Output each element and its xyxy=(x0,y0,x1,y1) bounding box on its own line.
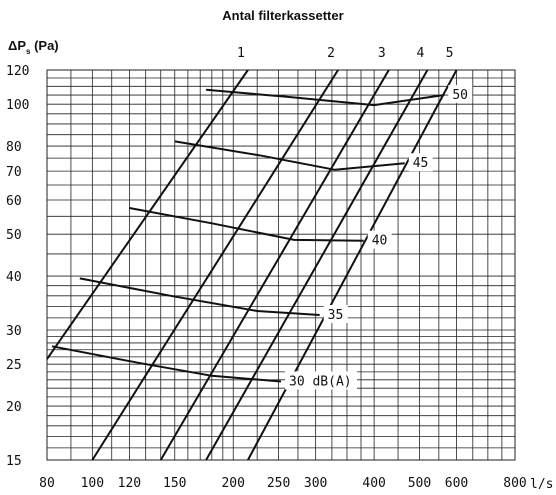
sound-curve-30 xyxy=(51,345,282,383)
y-axis-label: ΔPs (Pa) xyxy=(8,38,59,56)
y-axis-label-subscript: s xyxy=(26,47,31,56)
sound-curve-50 xyxy=(206,88,445,107)
sound-curve-label: 30 dB(A) xyxy=(289,374,352,389)
x-tick-label: 200 xyxy=(221,476,244,491)
filter-line-label-5: 5 xyxy=(446,46,454,61)
chart-title: Antal filterkassetter xyxy=(222,8,343,23)
sound-curve-label: 35 xyxy=(328,308,344,323)
filter-line-label-2: 2 xyxy=(327,46,335,61)
filter-line-5 xyxy=(247,69,458,461)
filter-line-2 xyxy=(91,69,339,461)
y-tick-label: 120 xyxy=(6,64,29,79)
x-tick-label: 250 xyxy=(267,476,290,491)
filter-line-1 xyxy=(46,69,249,360)
x-tick-label: 80 xyxy=(39,476,55,491)
tick-labels: 80 100 120 150 200 250 300 400 500 600 800 15 20 25 30… xyxy=(6,64,527,491)
x-tick-label: 120 xyxy=(118,476,141,491)
y-tick-label: 20 xyxy=(6,400,22,415)
x-tick-label: 100 xyxy=(81,476,104,491)
y-axis-label-main: ΔP xyxy=(8,38,26,53)
x-tick-label: 300 xyxy=(304,476,327,491)
x-tick-label: 400 xyxy=(362,476,385,491)
sound-curve-label-bg xyxy=(285,371,358,390)
y-tick-label: 15 xyxy=(6,454,22,469)
y-tick-label: 30 xyxy=(6,324,22,339)
filter-line-label-4: 4 xyxy=(417,46,425,61)
y-tick-label: 60 xyxy=(6,194,22,209)
x-tick-label: 500 xyxy=(408,476,431,491)
filter-line-4 xyxy=(205,69,429,461)
y-tick-label: 40 xyxy=(6,270,22,285)
sound-curves xyxy=(51,88,445,383)
sound-curve-40 xyxy=(129,207,364,242)
sound-curve-label-bg xyxy=(323,304,348,323)
filter-line-label-3: 3 xyxy=(378,46,386,61)
y-tick-label: 80 xyxy=(6,140,22,155)
plot-area xyxy=(46,69,516,461)
y-tick-label: 50 xyxy=(6,228,22,243)
x-tick-label: 800 xyxy=(503,476,526,491)
y-tick-label: 70 xyxy=(6,165,22,180)
sound-curve-label-bg xyxy=(408,153,433,172)
x-axis-label: l/s xyxy=(530,477,553,492)
sound-curve-45 xyxy=(174,140,405,171)
sound-curve-label-bg xyxy=(367,230,392,249)
y-tick-label: 100 xyxy=(6,98,29,113)
sound-curve-label: 40 xyxy=(372,234,388,249)
sound-curve-label-bg xyxy=(448,85,473,104)
x-tick-label: 150 xyxy=(163,476,186,491)
sound-curve-35 xyxy=(79,277,320,316)
sound-curve-label: 50 xyxy=(452,88,468,103)
filter-line-3 xyxy=(159,69,390,461)
y-axis-label-unit: (Pa) xyxy=(30,38,58,53)
x-tick-label: 600 xyxy=(445,476,468,491)
filter-lines xyxy=(46,69,458,461)
filter-line-label-1: 1 xyxy=(237,46,245,61)
sound-curve-label: 45 xyxy=(413,156,429,171)
y-tick-label: 25 xyxy=(6,358,22,373)
